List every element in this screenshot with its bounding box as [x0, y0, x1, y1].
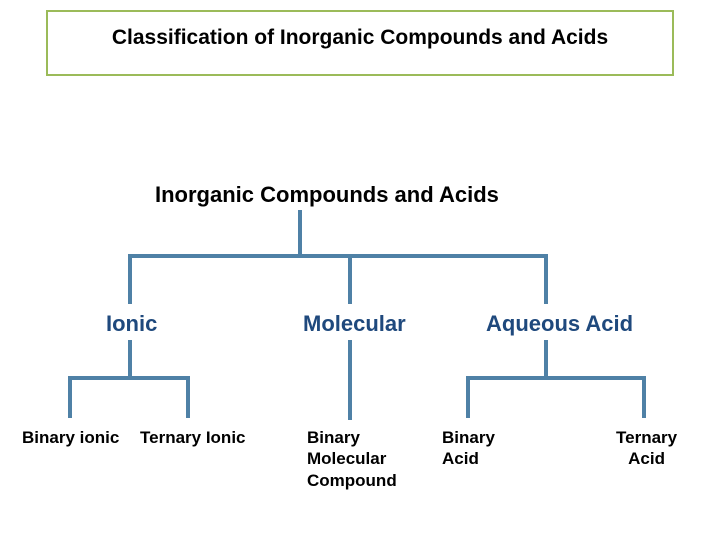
leaf-binary-molecular: Binary Molecular Compound: [307, 427, 397, 491]
connector: [642, 376, 646, 418]
connector: [466, 376, 646, 380]
connector: [544, 340, 548, 376]
tree-root-label: Inorganic Compounds and Acids: [155, 182, 499, 208]
connector: [128, 340, 132, 376]
connector: [68, 376, 72, 418]
node-aqueous-acid: Aqueous Acid: [486, 311, 633, 337]
connector: [298, 210, 302, 254]
leaf-binary-acid: Binary Acid: [442, 427, 495, 470]
connector: [544, 254, 548, 304]
connector: [128, 254, 132, 304]
connector: [186, 376, 190, 418]
leaf-ternary-acid: Ternary Acid: [616, 427, 677, 470]
connector: [348, 254, 352, 304]
node-molecular: Molecular: [303, 311, 406, 337]
title-box: Classification of Inorganic Compounds an…: [46, 10, 674, 76]
connector: [466, 376, 470, 418]
leaf-binary-ionic: Binary ionic: [22, 427, 119, 448]
connector: [128, 254, 548, 258]
page-title: Classification of Inorganic Compounds an…: [112, 26, 608, 50]
connector: [348, 340, 352, 420]
connector: [68, 376, 190, 380]
leaf-ternary-ionic: Ternary Ionic: [140, 427, 246, 448]
node-ionic: Ionic: [106, 311, 157, 337]
